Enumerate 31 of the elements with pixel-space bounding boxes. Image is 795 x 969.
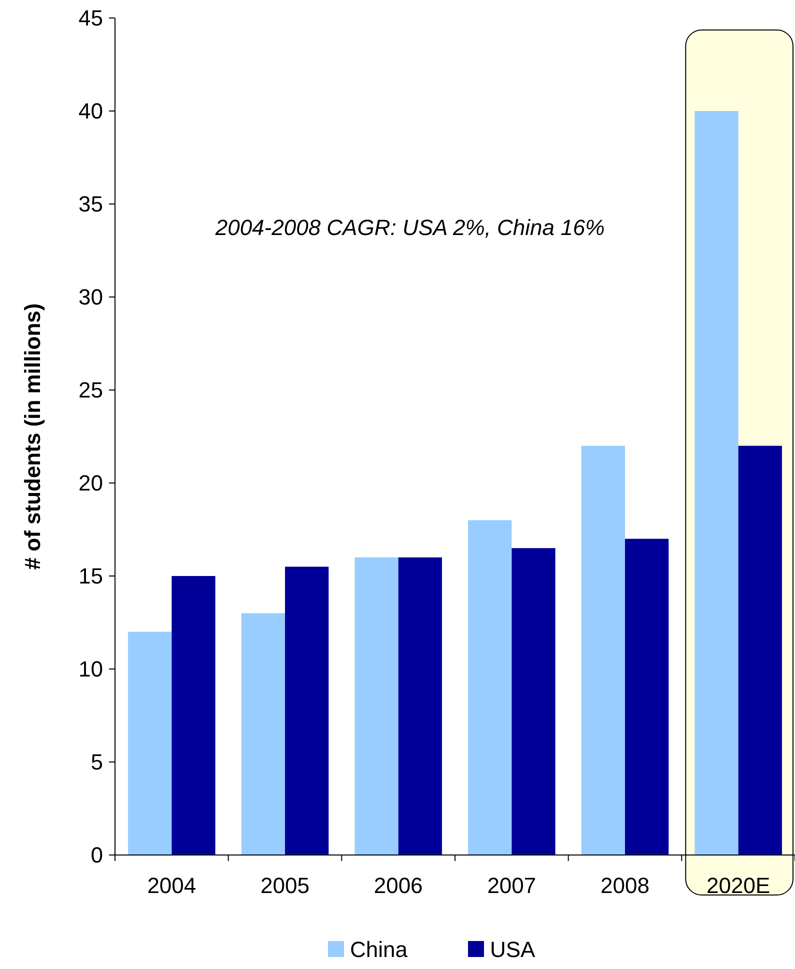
x-tick-label: 2020E xyxy=(706,873,770,898)
x-tick-label: 2006 xyxy=(374,873,423,898)
bar xyxy=(468,520,512,855)
x-tick-label: 2005 xyxy=(260,873,310,898)
bar xyxy=(354,557,398,855)
x-tick-label: 2004 xyxy=(147,873,196,898)
bar xyxy=(581,446,625,855)
y-tick-label: 0 xyxy=(90,842,103,868)
y-tick-label: 10 xyxy=(78,656,103,682)
annotation: 2004-2008 CAGR: USA 2%, China 16% xyxy=(214,215,605,240)
y-tick-label: 15 xyxy=(78,564,103,589)
y-axis-title: # of students (in millions) xyxy=(20,303,45,570)
bar xyxy=(738,446,782,855)
y-tick-label: 25 xyxy=(78,378,103,403)
legend-label: USA xyxy=(490,937,536,962)
y-tick-label: 45 xyxy=(78,6,103,31)
y-tick-label: 35 xyxy=(78,192,103,217)
y-tick-label: 5 xyxy=(90,750,103,775)
bar xyxy=(285,566,329,855)
bar xyxy=(512,548,556,855)
y-tick-label: 20 xyxy=(78,470,103,496)
bar xyxy=(128,632,172,855)
bar xyxy=(625,538,669,855)
x-tick-label: 2007 xyxy=(487,873,536,898)
y-tick-label: 30 xyxy=(78,284,103,310)
bar xyxy=(241,613,285,855)
legend-label: China xyxy=(350,937,408,962)
bar xyxy=(398,557,442,855)
x-tick-label: 2008 xyxy=(600,873,650,898)
y-tick-label: 40 xyxy=(78,98,103,124)
bar xyxy=(172,576,216,855)
